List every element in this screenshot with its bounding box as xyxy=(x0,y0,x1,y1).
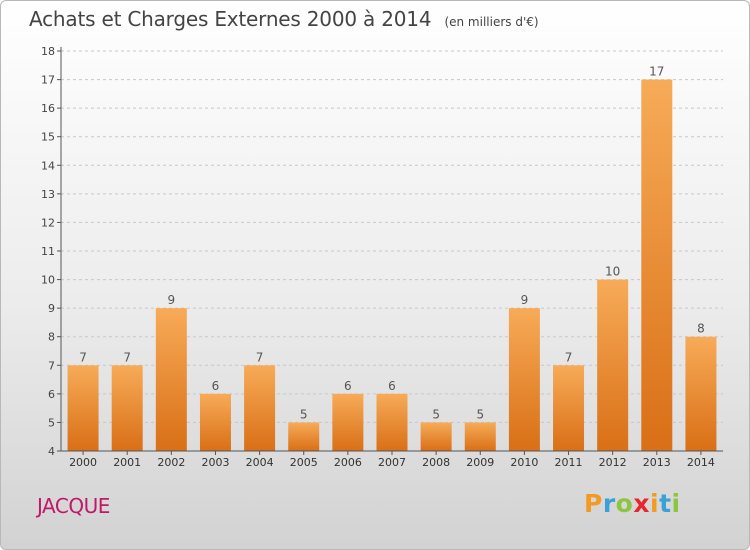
data-label: 9 xyxy=(521,293,529,307)
x-tick-label: 2003 xyxy=(201,456,229,469)
x-tick-label: 2011 xyxy=(555,456,583,469)
chart-unit: (en milliers d'€) xyxy=(444,15,539,29)
bar xyxy=(553,365,585,451)
labels: 4 5 6 7 8 9 10 11 12 13 14 15 16 17 18 7 2000 7 2001 9 2002 6… xyxy=(41,45,715,469)
data-label: 5 xyxy=(432,407,440,421)
logo-letter: i xyxy=(650,489,660,518)
x-tick-label: 2013 xyxy=(643,456,671,469)
bars xyxy=(67,79,717,452)
y-tick-label: 8 xyxy=(48,331,55,344)
chart-header: Achats et Charges Externes 2000 à 2014 (… xyxy=(29,7,539,31)
logo-letter: o xyxy=(615,489,634,518)
x-tick-label: 2006 xyxy=(334,456,362,469)
data-label: 5 xyxy=(476,407,484,421)
data-label: 7 xyxy=(565,350,573,364)
y-tick-label: 17 xyxy=(41,74,55,87)
bar xyxy=(244,365,276,451)
chart-title: Achats et Charges Externes 2000 à 2014 xyxy=(29,7,432,31)
bar xyxy=(376,393,408,451)
y-tick-label: 9 xyxy=(48,302,55,315)
logo-letter: x xyxy=(633,489,650,518)
data-label: 17 xyxy=(649,65,664,79)
data-label: 7 xyxy=(256,350,264,364)
bar xyxy=(597,279,629,451)
y-tick-label: 7 xyxy=(48,359,55,372)
y-tick-label: 4 xyxy=(48,445,55,458)
logo-letter: t xyxy=(659,489,672,518)
data-label: 8 xyxy=(697,322,705,336)
x-tick-label: 2000 xyxy=(69,456,97,469)
bar xyxy=(332,393,364,451)
bar xyxy=(508,308,540,451)
data-label: 9 xyxy=(168,293,176,307)
y-tick-label: 16 xyxy=(41,102,55,115)
y-tick-label: 12 xyxy=(41,216,55,229)
x-tick-label: 2012 xyxy=(599,456,627,469)
x-tick-label: 2014 xyxy=(687,456,715,469)
data-label: 6 xyxy=(388,379,396,393)
data-label: 10 xyxy=(605,265,620,279)
y-tick-label: 13 xyxy=(41,188,55,201)
x-tick-label: 2005 xyxy=(290,456,318,469)
logo-letter: r xyxy=(602,489,616,518)
data-label: 6 xyxy=(344,379,352,393)
x-tick-label: 2010 xyxy=(510,456,538,469)
commune-name: JACQUE xyxy=(37,494,110,518)
y-tick-label: 18 xyxy=(41,45,55,58)
data-label: 7 xyxy=(123,350,131,364)
proxiti-logo: Proxiti xyxy=(584,489,681,518)
bar xyxy=(111,365,143,451)
logo-letter: i xyxy=(671,489,681,518)
y-tick-label: 5 xyxy=(48,416,55,429)
y-tick-label: 10 xyxy=(41,274,55,287)
bar xyxy=(288,422,320,451)
bar xyxy=(67,365,99,451)
logo-letter: P xyxy=(584,489,603,518)
bar xyxy=(464,422,496,451)
x-tick-label: 2002 xyxy=(157,456,185,469)
x-tick-label: 2004 xyxy=(246,456,274,469)
bar xyxy=(155,308,187,451)
bar xyxy=(641,79,673,452)
data-label: 5 xyxy=(300,407,308,421)
data-label: 7 xyxy=(79,350,87,364)
bar xyxy=(685,336,717,451)
x-tick-label: 2009 xyxy=(466,456,494,469)
x-tick-label: 2007 xyxy=(378,456,406,469)
x-tick-label: 2008 xyxy=(422,456,450,469)
axes xyxy=(57,47,723,455)
y-tick-label: 6 xyxy=(48,388,55,401)
y-tick-label: 11 xyxy=(41,245,55,258)
y-tick-label: 15 xyxy=(41,131,55,144)
y-tick-label: 14 xyxy=(41,159,55,172)
bar xyxy=(420,422,452,451)
bar xyxy=(199,393,231,451)
x-tick-label: 2001 xyxy=(113,456,141,469)
data-label: 6 xyxy=(212,379,220,393)
